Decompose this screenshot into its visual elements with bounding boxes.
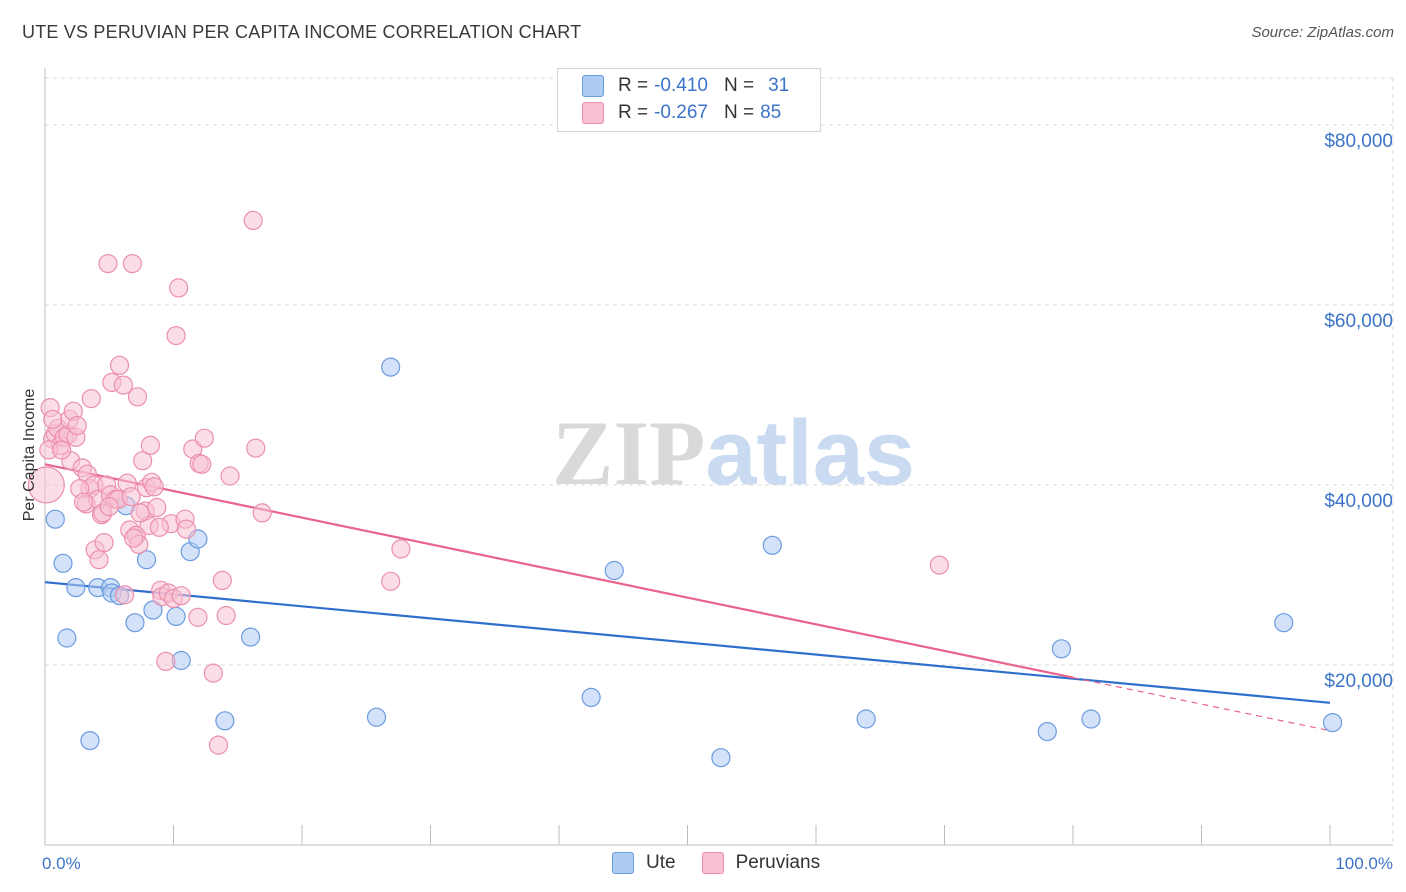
peruvians-point — [216, 605, 236, 626]
peruvians-point — [113, 375, 133, 395]
ute-point — [381, 357, 401, 377]
peruvians-point — [147, 497, 167, 518]
ute-r-value: -0.410 — [654, 75, 708, 96]
ute-point — [241, 627, 261, 647]
ute-point — [581, 687, 601, 708]
ute-point — [215, 711, 235, 731]
peruvians-point — [43, 409, 63, 429]
peruvians-point — [99, 497, 119, 517]
ute-point — [80, 730, 100, 751]
peruvians-point — [149, 517, 169, 537]
ute-point — [143, 600, 163, 620]
peruvians-point — [929, 555, 949, 575]
ute-point — [1322, 712, 1343, 733]
peruvians-point — [109, 355, 130, 375]
peruvians-trend-extension — [1072, 677, 1331, 732]
peruvians-point — [171, 586, 191, 606]
source-label: Source: ZipAtlas.com — [1251, 24, 1394, 41]
ute-point — [53, 553, 73, 573]
ute-point — [1051, 639, 1072, 659]
peruvians-point — [52, 440, 72, 460]
peruvians-point — [122, 254, 142, 274]
ute-point — [1274, 613, 1294, 633]
peruvians-point — [67, 416, 87, 436]
peruvians-point — [176, 519, 196, 539]
peruvians-point — [243, 210, 263, 230]
y-tick-label: $80,000 — [1324, 131, 1393, 152]
ute-point — [1037, 721, 1057, 742]
ute-point — [604, 560, 624, 581]
y-tick-label: $20,000 — [1324, 671, 1393, 692]
ute-point — [366, 707, 387, 727]
peruvians-n-value: 85 — [760, 102, 782, 123]
peruvians-point — [124, 528, 144, 548]
peruvians-point — [127, 387, 148, 407]
legend-row-ute: R = -0.410 N = 31 — [582, 73, 795, 99]
axes — [44, 68, 1393, 846]
peruvians-point — [133, 451, 153, 471]
y-tick-label: $40,000 — [1324, 491, 1393, 512]
legend-item-ute[interactable]: Ute — [612, 852, 676, 874]
peruvians-point — [169, 278, 189, 298]
ute-point — [1081, 709, 1101, 729]
peruvians-point — [246, 438, 266, 458]
peruvians-point — [252, 503, 272, 523]
peruvians-point — [203, 663, 223, 683]
peruvians-point — [212, 570, 232, 591]
peruvians-point — [156, 651, 176, 672]
ute-swatch-icon — [582, 75, 604, 97]
peruvians-point — [130, 503, 150, 523]
series-legend: Ute Peruvians — [612, 852, 846, 874]
peruvians-swatch-icon — [582, 102, 604, 124]
peruvians-trend-line — [44, 463, 1074, 679]
ute-point — [711, 748, 731, 768]
data-points — [27, 210, 1343, 768]
y-axis-label: Per Capita Income — [21, 389, 38, 522]
y-tick-label: $60,000 — [1324, 311, 1393, 332]
peruvians-point — [115, 585, 135, 605]
chart-title: UTE VS PERUVIAN PER CAPITA INCOME CORREL… — [22, 22, 582, 42]
peruvians-legend-swatch-icon — [701, 852, 724, 874]
ute-n-value: 31 — [768, 75, 790, 96]
correlation-legend: R = -0.410 N = 31 R = -0.267 N = 85 — [557, 68, 821, 132]
peruvians-r-value: -0.267 — [654, 102, 708, 123]
peruvians-point — [121, 487, 141, 507]
peruvians-point — [73, 492, 94, 512]
ute-point — [125, 613, 145, 633]
ute-point — [136, 550, 157, 570]
peruvians-point — [166, 326, 186, 346]
ute-point — [166, 606, 186, 627]
ute-point — [57, 628, 77, 648]
peruvians-point — [192, 454, 212, 474]
peruvians-point — [391, 539, 411, 559]
legend-row-peruvians: R = -0.267 N = 85 — [582, 100, 787, 126]
peruvians-point — [94, 532, 114, 553]
peruvians-point — [144, 477, 164, 497]
peruvians-point — [188, 607, 208, 627]
peruvians-point — [98, 254, 118, 274]
x-tick-label-min: 0.0% — [42, 854, 81, 873]
ute-trend-line — [44, 581, 1331, 704]
peruvians-point — [220, 466, 240, 486]
peruvians-point — [194, 428, 214, 448]
axis-labels: $20,000 $40,000 $60,000 $80,000 0.0% 100.0% Pe… — [21, 131, 1393, 873]
ute-point — [45, 509, 65, 529]
trend-lines — [44, 463, 1331, 732]
grid — [45, 77, 1394, 845]
ute-point — [762, 535, 782, 555]
ute-point — [66, 577, 86, 598]
peruvians-point — [381, 571, 401, 591]
peruvians-point — [27, 466, 65, 504]
x-tick-label-max: 100.0% — [1335, 854, 1393, 873]
peruvians-point — [81, 389, 101, 409]
ute-legend-swatch-icon — [612, 852, 634, 874]
peruvians-point — [208, 735, 229, 755]
legend-item-peruvians[interactable]: Peruvians — [701, 852, 820, 874]
peruvians-point — [140, 435, 160, 455]
ute-point — [856, 709, 876, 729]
peruvians-point — [89, 550, 109, 570]
